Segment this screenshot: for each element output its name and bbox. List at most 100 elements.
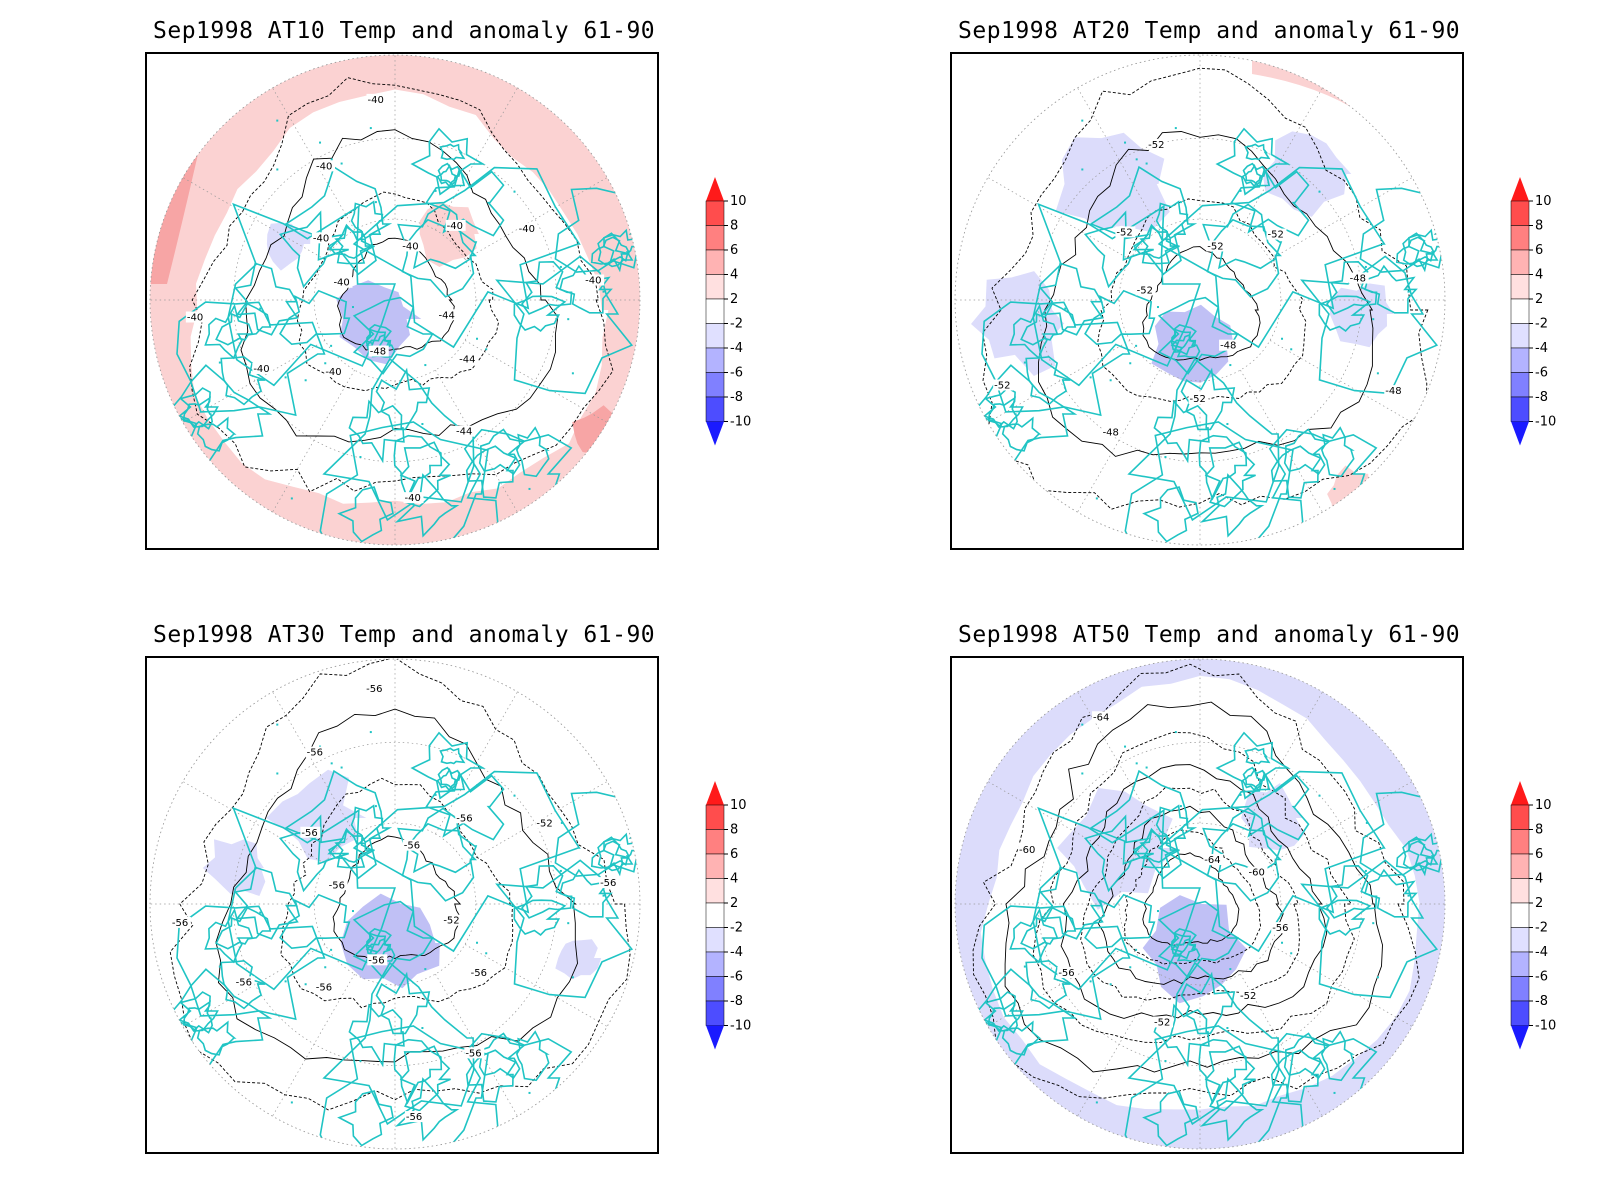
border-line (375, 367, 431, 431)
contour-label-bg (1147, 138, 1168, 150)
colorbar-segment (1510, 804, 1530, 830)
latitude-circle (232, 741, 558, 1067)
contour-label-bg (1057, 966, 1078, 978)
continent-outline (284, 769, 393, 880)
contour-label-bg (1206, 240, 1227, 252)
temperature-contour (1142, 246, 1261, 361)
island (319, 141, 322, 144)
island (1226, 423, 1229, 426)
colorbar-tick-label: 6 (1535, 847, 1543, 862)
contour-label-bg (365, 682, 386, 694)
contour-label-bg (517, 223, 538, 235)
border-line (177, 387, 219, 428)
map-boundary (149, 54, 641, 546)
panel-title: Sep1998 AT10 Temp and anomaly 61-90 (153, 18, 656, 44)
border-line (397, 807, 478, 874)
island (359, 1060, 362, 1063)
island (1135, 762, 1138, 765)
contour-label-bg (368, 345, 389, 357)
colorbar-tick-label: 6 (730, 243, 738, 258)
contour-label: -60 (1019, 845, 1035, 856)
island (1145, 162, 1148, 165)
meridian-line (1269, 944, 1413, 1027)
meridian-line (1240, 369, 1323, 513)
island (304, 379, 307, 382)
island (602, 290, 605, 293)
contour-label: -56 (236, 977, 252, 988)
border-line (1320, 426, 1355, 478)
colorbar-tick-label: 4 (730, 872, 738, 887)
island (1064, 911, 1067, 914)
island (1365, 217, 1368, 220)
continent-outline (352, 296, 434, 375)
island (1372, 922, 1375, 925)
border-line (465, 445, 517, 499)
latitude-circle (313, 218, 477, 382)
island (324, 966, 327, 969)
border-line (327, 827, 375, 864)
island (1281, 941, 1284, 944)
island (567, 318, 570, 321)
border-line (1204, 1045, 1256, 1112)
colorbar-tick-label: -4 (1535, 945, 1548, 960)
continent-outline (554, 187, 640, 273)
island (1239, 189, 1242, 192)
continent-outline (981, 905, 1131, 1021)
island (1174, 127, 1177, 130)
contour-label: -56 (368, 955, 384, 966)
island (560, 217, 563, 220)
island (1174, 731, 1177, 734)
colorbar: 10 8 6 4 2 -2 -4 -6 -8 -10 (1510, 177, 1556, 446)
contour-label: -40 (405, 493, 421, 504)
border-line (1170, 938, 1201, 962)
contour-label: -56 (316, 983, 332, 994)
colorbar-tick-label: -8 (730, 994, 743, 1009)
contour-label-bg (311, 232, 332, 244)
contour-label: -56 (329, 880, 345, 891)
border-line (1020, 906, 1077, 950)
border-line (1204, 441, 1256, 508)
temperature-contour (1060, 764, 1328, 1019)
colorbar-tick-label: 10 (730, 194, 747, 209)
island (1145, 766, 1148, 769)
meridian-line (272, 691, 355, 835)
border-line (1038, 866, 1104, 940)
contour-label: -56 (404, 841, 420, 852)
contour-label: -40 (253, 364, 269, 375)
border-line (279, 289, 351, 346)
contour-label-bg (455, 812, 476, 824)
border-line (1199, 1077, 1265, 1142)
continent-outline (1157, 166, 1386, 349)
border-line (334, 225, 373, 265)
island (351, 306, 354, 309)
cool-anomaly-patch (336, 280, 422, 365)
island (330, 948, 333, 951)
contour-label-bg (1018, 843, 1039, 855)
island (1124, 745, 1127, 748)
colorbar-segment (1510, 347, 1530, 373)
continent-outline (1124, 1025, 1294, 1149)
border-line (233, 262, 299, 336)
border-line (982, 387, 1024, 428)
island (476, 784, 479, 787)
colorbar-tick-label: -10 (1535, 1019, 1556, 1034)
contour-label-bg (401, 240, 422, 252)
colorbar-segment (1510, 878, 1530, 904)
border-line (394, 1077, 460, 1142)
contour-label-bg (1203, 854, 1224, 866)
island (330, 344, 333, 347)
contour-label: -52 (536, 819, 552, 830)
continent-outline (1032, 806, 1202, 991)
contour-label: -44 (459, 355, 475, 366)
border-line (196, 1020, 237, 1056)
island (1333, 487, 1336, 490)
temperature-contour (1038, 131, 1374, 457)
island (485, 348, 488, 351)
contour-label: -40 (585, 275, 601, 286)
colorbar-segment (1510, 200, 1530, 226)
colorbar-tick-label: 2 (730, 292, 738, 307)
colorbar-arrow-down (1511, 421, 1529, 446)
continent-outline (352, 900, 434, 979)
colorbar-tick-label: -4 (730, 341, 743, 356)
continent-outline (1127, 357, 1280, 522)
